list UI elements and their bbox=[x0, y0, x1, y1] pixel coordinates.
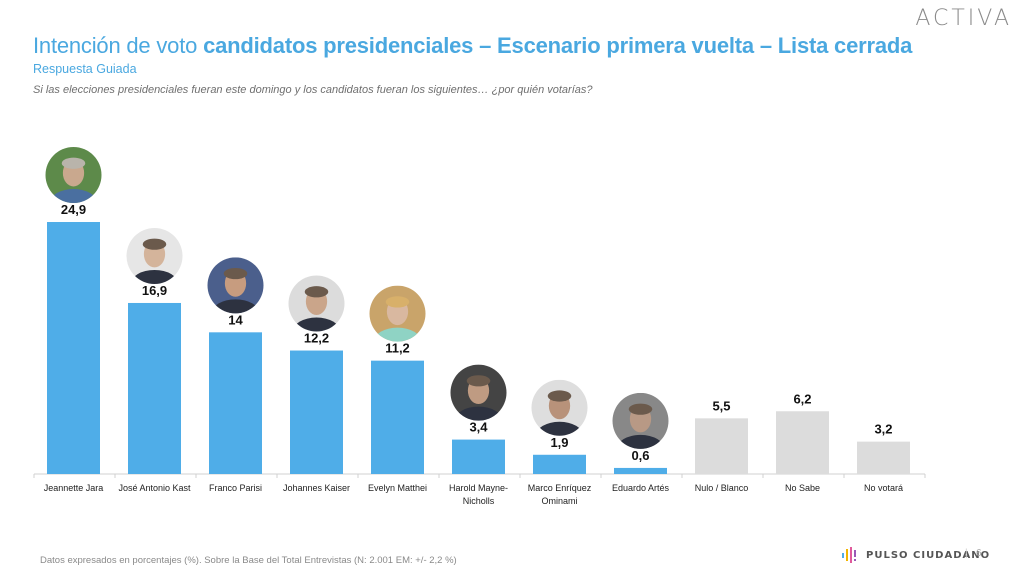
photo-hair bbox=[466, 375, 491, 387]
photo-hair bbox=[547, 390, 572, 402]
category-label: No Sabe bbox=[785, 483, 820, 493]
title-light: Intención de voto bbox=[33, 33, 204, 58]
bar bbox=[209, 332, 262, 474]
footer-separator: | bbox=[965, 548, 968, 559]
photo-shoulders bbox=[130, 269, 179, 284]
candidate-photo bbox=[126, 227, 183, 284]
page-title: Intención de voto candidatos presidencia… bbox=[33, 33, 912, 59]
pulso-ciudadano-icon bbox=[842, 547, 856, 563]
photo-shoulders bbox=[211, 299, 260, 314]
category-label: No votará bbox=[864, 483, 903, 493]
candidate-photo bbox=[450, 364, 507, 421]
photo-shoulders bbox=[292, 317, 341, 332]
category-label: Ominami bbox=[541, 496, 577, 506]
candidate-photo bbox=[612, 392, 669, 449]
photo-shoulders bbox=[373, 327, 422, 342]
data-label: 3,2 bbox=[874, 422, 892, 437]
data-label: 14 bbox=[228, 312, 243, 327]
subtitle: Respuesta Guiada bbox=[33, 62, 137, 76]
category-label: José Antonio Kast bbox=[118, 483, 191, 493]
data-label: 16,9 bbox=[142, 283, 167, 298]
candidate-photo bbox=[288, 275, 345, 332]
category-label: Nicholls bbox=[463, 496, 495, 506]
candidate-photo bbox=[207, 257, 264, 314]
photo-hair bbox=[142, 238, 167, 250]
bar bbox=[371, 360, 424, 474]
bar bbox=[290, 350, 343, 474]
data-label: 1,9 bbox=[550, 435, 568, 450]
bar bbox=[452, 439, 505, 474]
photo-hair bbox=[223, 267, 248, 280]
bar bbox=[128, 302, 181, 474]
page-number: 6 bbox=[976, 548, 982, 559]
data-label: 24,9 bbox=[61, 202, 86, 217]
candidate-photo bbox=[45, 147, 102, 204]
candidate-photo bbox=[369, 285, 426, 342]
photo-hair bbox=[385, 296, 410, 308]
category-label: Nulo / Blanco bbox=[695, 483, 749, 493]
data-label: 12,2 bbox=[304, 331, 329, 346]
bar bbox=[857, 441, 910, 474]
data-label: 3,4 bbox=[469, 420, 488, 435]
category-label: Eduardo Artés bbox=[612, 483, 670, 493]
bar bbox=[533, 454, 586, 474]
category-label: Harold Mayne- bbox=[449, 483, 508, 493]
data-label: 11,2 bbox=[385, 341, 410, 356]
photo-hair bbox=[304, 286, 329, 298]
activa-logo: ACTIVA bbox=[915, 6, 1012, 31]
data-label: 5,5 bbox=[712, 398, 730, 413]
category-label: Jeannette Jara bbox=[44, 483, 104, 493]
brand-name: PULSO CIUDADANO bbox=[866, 549, 991, 561]
bar bbox=[695, 418, 748, 474]
bar bbox=[776, 411, 829, 474]
category-label: Franco Parisi bbox=[209, 483, 262, 493]
photo-shoulders bbox=[616, 434, 665, 449]
data-label: 6,2 bbox=[793, 391, 811, 406]
bar bbox=[47, 222, 100, 474]
category-label: Johannes Kaiser bbox=[283, 483, 350, 493]
photo-hair bbox=[628, 403, 653, 415]
photo-shoulders bbox=[49, 189, 98, 204]
candidate-photo bbox=[531, 379, 588, 436]
pulso-ciudadano-brand: PULSO CIUDADANO bbox=[842, 547, 990, 563]
data-label: 0,6 bbox=[631, 448, 649, 463]
footnote: Datos expresados en porcentajes (%). Sob… bbox=[40, 555, 457, 566]
photo-hair bbox=[61, 157, 86, 169]
category-label: Evelyn Matthei bbox=[368, 483, 427, 493]
photo-shoulders bbox=[454, 406, 503, 421]
category-label: Marco Enríquez bbox=[528, 483, 592, 493]
title-bold: candidatos presidenciales – Escenario pr… bbox=[203, 33, 913, 58]
bar bbox=[614, 467, 667, 474]
photo-shoulders bbox=[535, 421, 584, 436]
survey-question: Si las elecciones presidenciales fueran … bbox=[33, 84, 593, 96]
